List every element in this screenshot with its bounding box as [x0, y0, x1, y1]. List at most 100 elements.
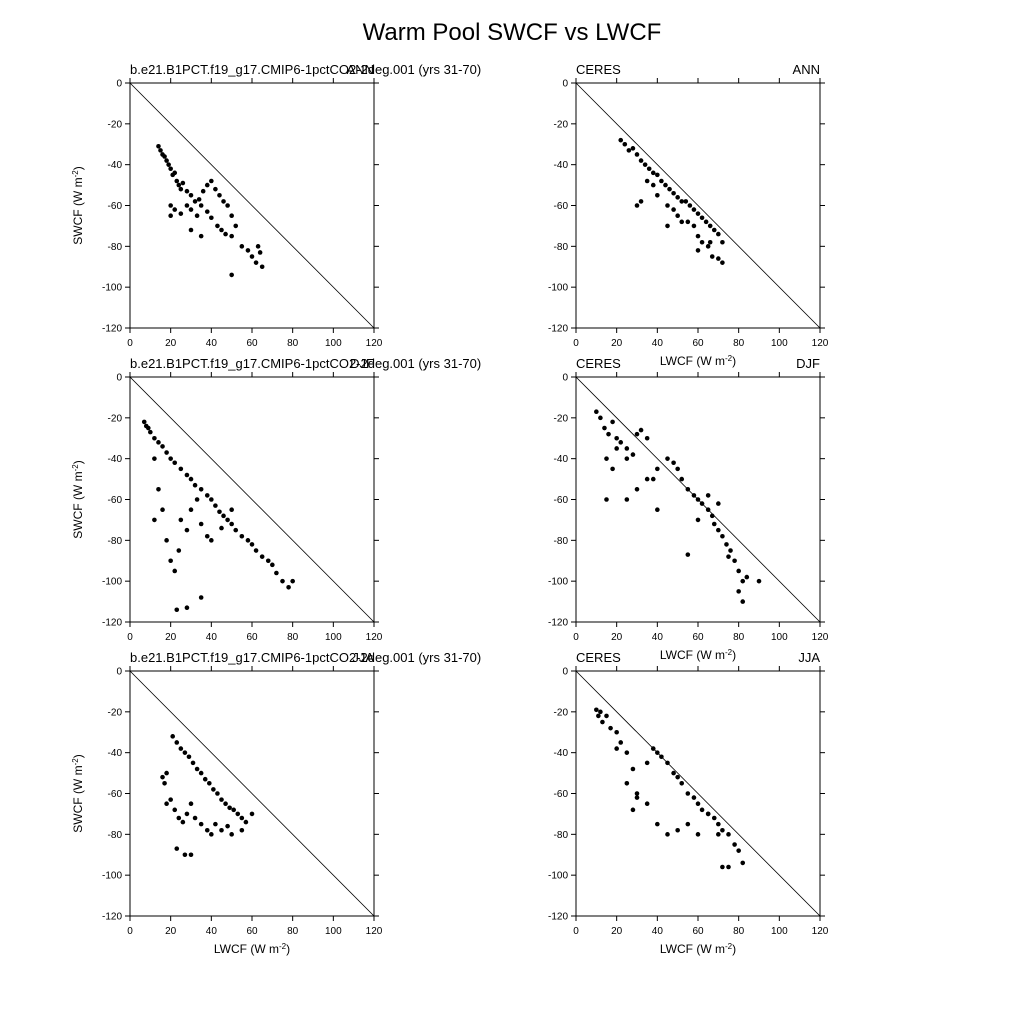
point — [184, 527, 190, 533]
y-tick-label: 0 — [116, 373, 122, 384]
point — [221, 513, 226, 519]
x-tick-label: 80 — [287, 338, 299, 349]
point — [156, 486, 161, 492]
point — [196, 197, 202, 202]
y-tick-label: -20 — [554, 119, 569, 130]
y-tick-label: -60 — [554, 495, 569, 506]
point — [720, 260, 725, 265]
point — [644, 435, 650, 441]
point — [229, 272, 234, 278]
point — [756, 578, 762, 584]
y-tick-label: 0 — [562, 667, 568, 678]
y-tick-label: -120 — [102, 618, 122, 629]
point — [594, 409, 599, 415]
point — [655, 172, 660, 178]
axis-label-part: SWCF (W m — [71, 177, 85, 244]
point — [695, 248, 701, 253]
axis-label-part: LWCF (W m — [660, 648, 725, 662]
x-tick-label: 120 — [366, 338, 383, 349]
point — [655, 821, 660, 827]
point — [699, 215, 705, 221]
point — [610, 419, 615, 425]
y-tick-label: -20 — [108, 413, 123, 424]
point — [634, 152, 640, 157]
point — [184, 605, 190, 611]
point — [217, 509, 222, 515]
panel-title: b.e21.B1PCT.f19_g17.CMIP6-1pctCO2-2deg.0… — [130, 650, 481, 665]
point — [164, 538, 169, 543]
point — [671, 190, 676, 196]
point — [209, 538, 214, 543]
x-tick-label: 40 — [652, 338, 664, 349]
point — [720, 239, 725, 245]
y-tick-label: -60 — [554, 789, 569, 800]
point — [705, 507, 711, 513]
point — [736, 568, 741, 574]
unit-exponent: -2 — [725, 942, 733, 951]
point — [182, 750, 188, 755]
y-tick-label: -100 — [102, 871, 122, 882]
point — [255, 244, 261, 249]
point — [184, 188, 190, 194]
point — [162, 154, 167, 159]
point — [622, 141, 628, 147]
x-tick-label: 100 — [325, 926, 342, 937]
y-axis-label: SWCF (W m-2) — [71, 460, 86, 538]
point — [213, 503, 218, 508]
point — [695, 832, 701, 837]
point — [650, 476, 656, 482]
point — [180, 819, 186, 825]
point — [182, 852, 188, 858]
point — [716, 527, 721, 533]
point — [707, 223, 713, 229]
point — [188, 192, 194, 198]
point — [642, 162, 648, 167]
point — [667, 186, 672, 192]
y-tick-label: -20 — [554, 413, 569, 424]
point — [265, 558, 271, 564]
y-tick-label: -120 — [548, 324, 568, 335]
point — [178, 517, 184, 523]
point — [679, 476, 685, 482]
point — [192, 815, 198, 821]
unit-exponent: -2 — [279, 942, 287, 951]
season-label: DJF — [350, 356, 374, 371]
x-tick-label: 40 — [206, 926, 218, 937]
reference-line — [129, 376, 375, 623]
point — [614, 435, 619, 441]
x-tick-label: 120 — [812, 926, 829, 937]
point — [211, 787, 216, 792]
y-tick-label: -120 — [548, 912, 568, 923]
x-tick-label: 0 — [573, 338, 579, 349]
point — [626, 148, 632, 153]
point — [691, 493, 697, 498]
point — [215, 791, 220, 796]
point — [598, 709, 603, 715]
point — [286, 584, 291, 590]
point — [160, 774, 165, 780]
point — [164, 770, 169, 776]
reference-line — [575, 670, 821, 917]
point — [227, 805, 232, 811]
point — [174, 178, 180, 184]
point — [204, 493, 210, 498]
x-tick-label: 40 — [206, 632, 218, 643]
y-tick-label: -120 — [102, 912, 122, 923]
point — [170, 734, 175, 739]
y-tick-label: -120 — [102, 324, 122, 335]
point — [219, 525, 224, 531]
point — [614, 729, 619, 735]
unit-exponent: -2 — [71, 170, 80, 178]
point — [711, 521, 717, 527]
point — [744, 574, 750, 580]
point — [610, 466, 615, 472]
x-tick-label: 0 — [573, 632, 579, 643]
point — [659, 754, 664, 760]
point — [198, 770, 204, 776]
point — [650, 746, 656, 751]
x-tick-label: 20 — [611, 632, 623, 643]
point — [618, 740, 624, 745]
point — [604, 456, 609, 461]
point — [188, 476, 194, 482]
